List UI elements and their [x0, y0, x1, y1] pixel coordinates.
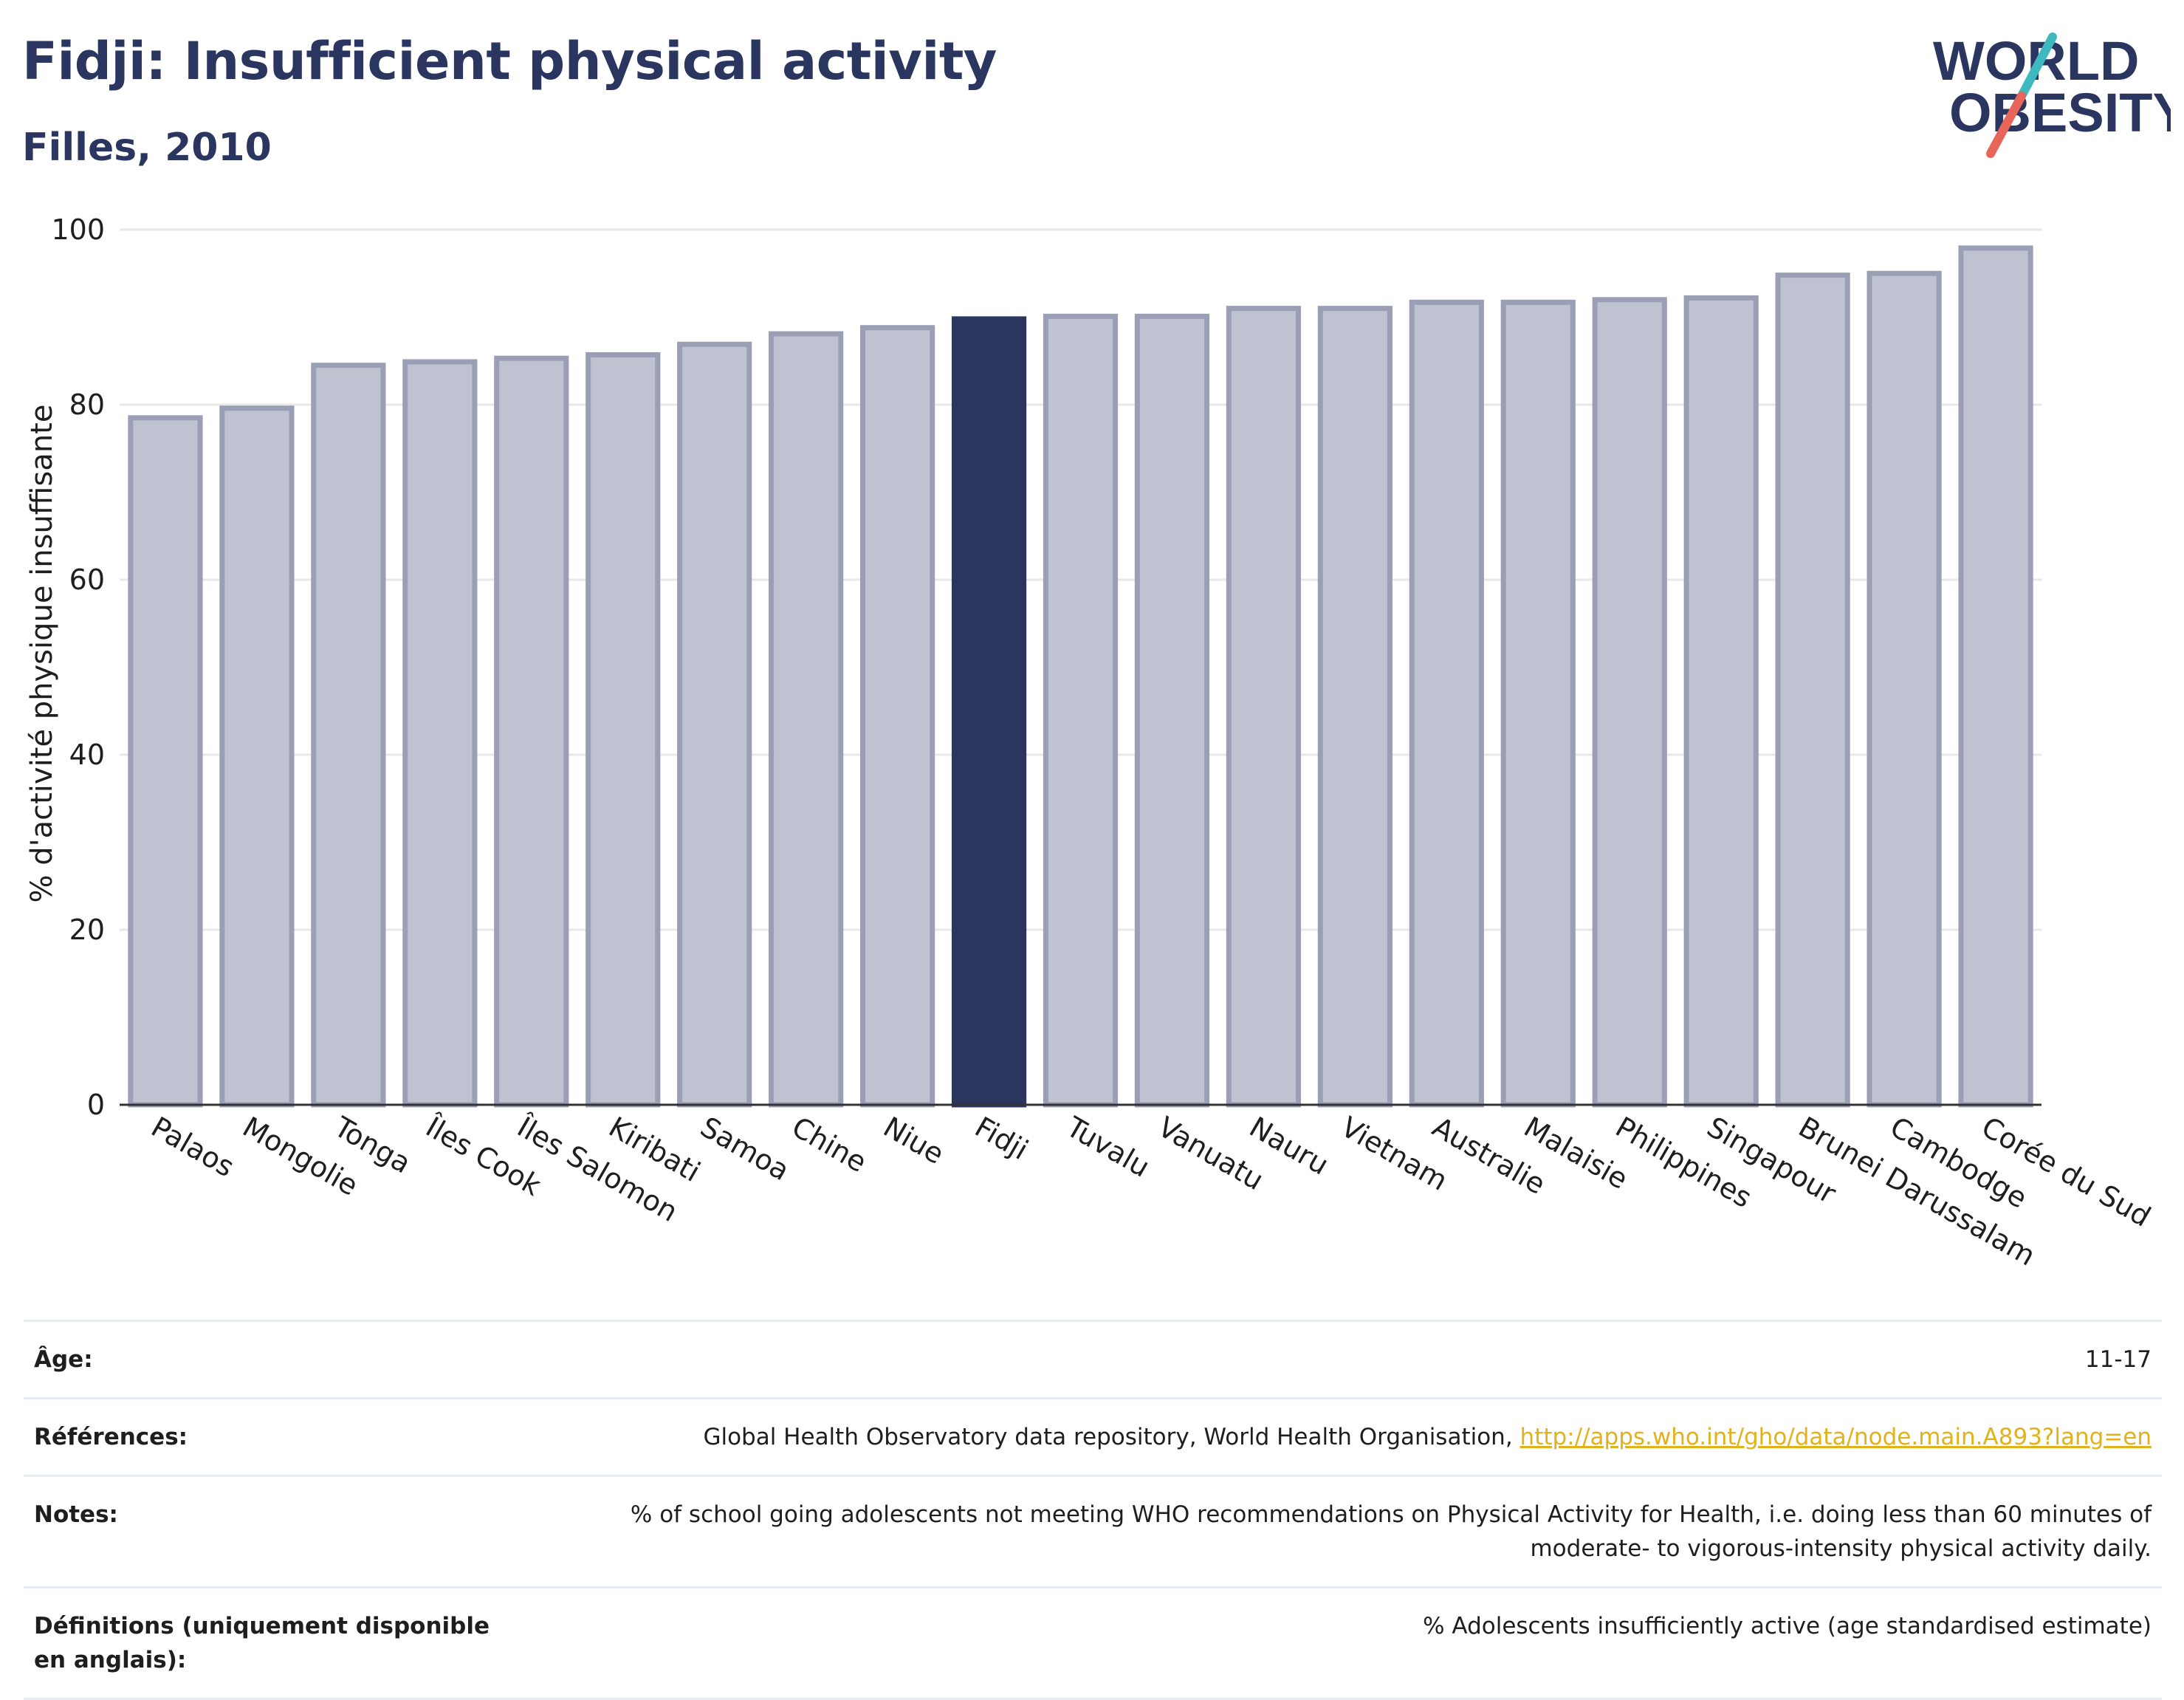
- chart-subtitle: Filles, 2010: [22, 126, 272, 170]
- references-link[interactable]: http://apps.who.int/gho/data/node.main.A…: [1519, 1424, 2152, 1450]
- bar: [1958, 245, 2033, 1108]
- x-tick-label: Vanuatu: [1153, 1111, 1269, 1196]
- bar: [219, 405, 295, 1108]
- info-label-references: Références:: [24, 1397, 517, 1476]
- info-label-notes: Notes:: [24, 1475, 517, 1588]
- logo-slash-teal: [2017, 32, 2057, 100]
- bar: [586, 352, 661, 1108]
- bar: [859, 325, 935, 1108]
- bar: [1683, 295, 1759, 1108]
- bar: [1134, 313, 1210, 1108]
- chart-title: Fidji: Insufficient physical activity: [22, 31, 997, 92]
- info-row-age: Âge: 11-17: [24, 1320, 2162, 1399]
- y-tick-label: 100: [51, 213, 105, 246]
- bar: [311, 363, 386, 1108]
- x-tick-label: Samoa: [695, 1111, 794, 1187]
- bar: [1775, 273, 1850, 1108]
- bars: [128, 245, 2033, 1108]
- references-text: Global Health Observatory data repositor…: [703, 1424, 1520, 1450]
- y-tick-label: 0: [87, 1089, 105, 1121]
- world-obesity-logo: WORLD OBESITY: [1933, 30, 2171, 158]
- bar: [1592, 297, 1667, 1108]
- info-value-notes: % of school going adolescents not meetin…: [517, 1475, 2162, 1588]
- info-row-notes: Notes: % of school going adolescents not…: [24, 1475, 2162, 1588]
- info-value-references: Global Health Observatory data repositor…: [517, 1397, 2162, 1476]
- y-axis-ticks: 0 20 40 60 80 100: [51, 213, 105, 1121]
- info-value-age: 11-17: [517, 1320, 2162, 1399]
- bar: [1867, 270, 1942, 1108]
- bar: [128, 415, 203, 1108]
- bar: [1409, 299, 1484, 1108]
- info-row-references: Références: Global Health Observatory da…: [24, 1397, 2162, 1476]
- y-axis-label: % d'activité physique insuffisante: [25, 405, 59, 903]
- y-tick-label: 40: [69, 738, 105, 771]
- x-tick-label: Palaos: [145, 1111, 239, 1184]
- logo-slash-red: [1986, 92, 2026, 158]
- bar: [1043, 313, 1119, 1108]
- x-tick-label: Tuvalu: [1060, 1110, 1155, 1184]
- bar: [1500, 299, 1576, 1108]
- logo-line-2: OBESITY: [1949, 82, 2171, 143]
- bar: [402, 359, 478, 1108]
- bar: [769, 331, 844, 1108]
- info-row-definitions: Définitions (uniquement disponible en an…: [24, 1586, 2162, 1700]
- info-table: Âge: 11-17 Références: Global Health Obs…: [24, 1320, 2162, 1700]
- bar: [1226, 306, 1302, 1108]
- info-label-definitions: Définitions (uniquement disponible en an…: [24, 1586, 517, 1700]
- bar: [677, 341, 752, 1108]
- info-label-age: Âge:: [24, 1320, 517, 1399]
- bar: [494, 355, 569, 1108]
- x-tick-label: Fidji: [969, 1111, 1034, 1167]
- bar-highlight: [951, 316, 1027, 1108]
- y-tick-label: 60: [69, 563, 105, 596]
- x-tick-label: Chine: [786, 1111, 872, 1179]
- bar: [1317, 306, 1393, 1108]
- info-value-definitions: % Adolescents insufficiently active (age…: [517, 1586, 2162, 1700]
- y-tick-label: 20: [69, 914, 105, 946]
- y-tick-label: 80: [69, 388, 105, 421]
- x-tick-label: Niue: [878, 1111, 950, 1171]
